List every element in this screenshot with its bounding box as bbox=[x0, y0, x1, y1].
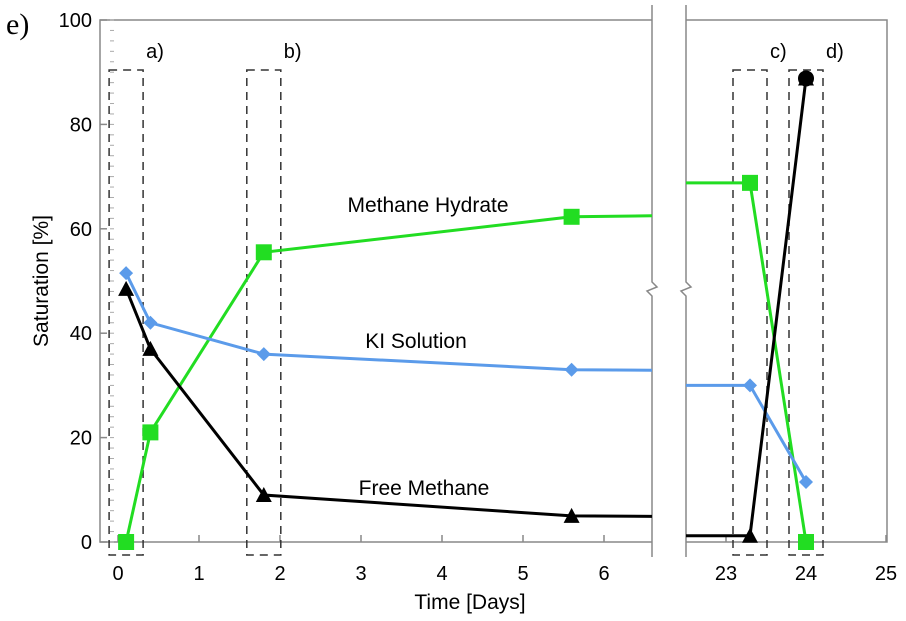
series-markers bbox=[118, 70, 814, 550]
x-tick-label: 23 bbox=[715, 563, 737, 585]
data-point bbox=[255, 244, 272, 261]
x-tick-label: 25 bbox=[875, 563, 897, 585]
series-line-right bbox=[686, 78, 808, 538]
annotation-label: c) bbox=[770, 41, 787, 63]
x-tick-label: 2 bbox=[274, 563, 285, 585]
x-tick-label: 5 bbox=[517, 563, 528, 585]
x-tick-label: 4 bbox=[436, 563, 447, 585]
data-point bbox=[743, 378, 757, 393]
axis-break-right bbox=[679, 5, 693, 557]
annotation-box bbox=[246, 69, 282, 556]
y-tick-label: 80 bbox=[70, 114, 92, 136]
y-tick-label: 0 bbox=[81, 532, 92, 554]
right-axis-frame bbox=[686, 19, 888, 543]
data-point bbox=[118, 534, 135, 550]
y-tick-label: 60 bbox=[70, 219, 92, 241]
data-point bbox=[799, 474, 813, 489]
x-tick-label: 1 bbox=[193, 563, 204, 585]
annotation-label: b) bbox=[284, 41, 302, 63]
data-point bbox=[143, 315, 158, 330]
series-label: Methane Hydrate bbox=[347, 194, 508, 217]
y-tick-label: 20 bbox=[70, 428, 92, 450]
data-point bbox=[142, 340, 159, 356]
x-axis-title: Time [Days] bbox=[414, 591, 525, 614]
data-point bbox=[563, 507, 580, 523]
annotation-box bbox=[732, 69, 768, 556]
data-point bbox=[256, 347, 271, 362]
x-tick-label: 24 bbox=[795, 563, 817, 585]
plot-area bbox=[99, 5, 888, 557]
data-point bbox=[563, 208, 580, 225]
annotation-label: a) bbox=[146, 41, 164, 63]
series-label: KI Solution bbox=[365, 330, 467, 353]
data-point bbox=[142, 424, 159, 441]
data-point bbox=[564, 362, 579, 377]
data-point bbox=[742, 174, 758, 191]
data-point bbox=[742, 527, 758, 543]
data-point bbox=[255, 487, 272, 503]
x-tick-label: 0 bbox=[112, 563, 123, 585]
data-point bbox=[798, 534, 814, 550]
data-point bbox=[798, 70, 814, 87]
x-tick-label: 6 bbox=[598, 563, 609, 585]
annotation-boxes bbox=[108, 69, 824, 556]
y-tick-label: 40 bbox=[70, 323, 92, 345]
series-label: Free Methane bbox=[359, 477, 490, 500]
series-lines bbox=[124, 78, 808, 543]
left-axis-frame bbox=[99, 19, 652, 543]
annotation-label: d) bbox=[826, 41, 844, 63]
data-point bbox=[119, 266, 134, 281]
y-axis-title: Saturation [%] bbox=[30, 215, 53, 347]
y-tick-label: 100 bbox=[59, 10, 92, 32]
data-point bbox=[118, 280, 135, 296]
series-line-left bbox=[124, 272, 653, 372]
panel-label: e) bbox=[6, 8, 29, 41]
annotation-box bbox=[788, 69, 824, 556]
axis-break-left bbox=[645, 5, 659, 557]
annotation-box bbox=[108, 69, 144, 556]
x-tick-label: 3 bbox=[355, 563, 366, 585]
